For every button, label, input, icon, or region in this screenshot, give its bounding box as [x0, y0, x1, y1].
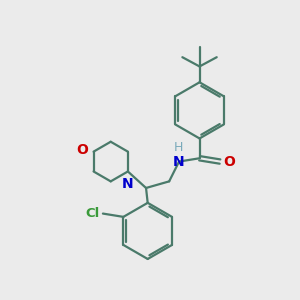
Text: N: N	[172, 155, 184, 169]
Text: H: H	[174, 141, 183, 154]
Text: O: O	[77, 143, 88, 157]
Text: Cl: Cl	[85, 207, 100, 220]
Text: N: N	[122, 177, 134, 191]
Text: O: O	[223, 154, 235, 169]
